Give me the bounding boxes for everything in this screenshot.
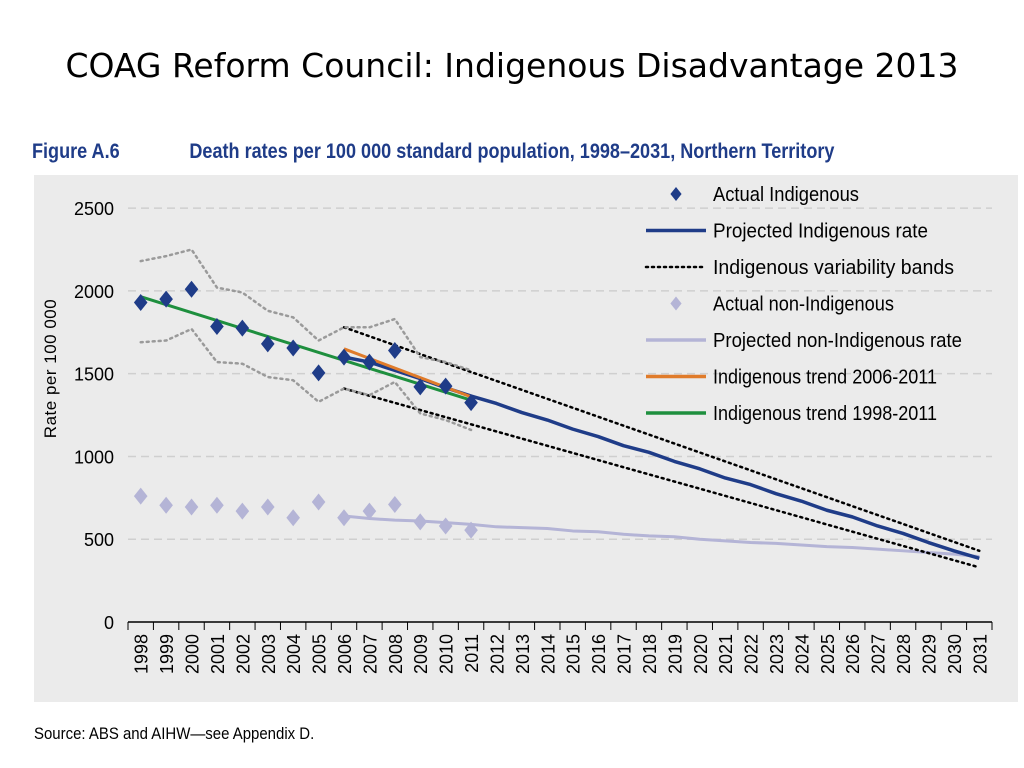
- x-tick-label: 2007: [360, 634, 380, 674]
- actual-non-indigenous-point: [260, 498, 275, 516]
- x-tick-label: 2025: [818, 634, 838, 674]
- y-tick-label: 500: [84, 530, 114, 550]
- legend-label-indigenous-trend-1998-2011: Indigenous trend 1998-2011: [713, 403, 937, 425]
- x-tick-label: 2016: [589, 634, 609, 674]
- x-tick-label: 1999: [157, 634, 177, 674]
- x-tick-label: 2027: [869, 634, 889, 674]
- actual-non-indigenous-point: [159, 496, 173, 514]
- actual-indigenous-point: [413, 378, 428, 396]
- x-tick-label: 2028: [894, 634, 914, 674]
- x-tick-label: 2010: [437, 634, 457, 674]
- y-tick-label: 1500: [74, 365, 114, 385]
- x-tick-label: 2029: [919, 634, 939, 674]
- x-tick-label: 2030: [945, 634, 965, 674]
- actual-indigenous-point: [260, 335, 275, 353]
- actual-non-indigenous-point: [438, 517, 453, 535]
- actual-non-indigenous-point: [286, 509, 300, 527]
- x-tick-label: 2008: [386, 634, 406, 674]
- variability-band-line: [139, 248, 473, 372]
- legend-label-projected-non-indigenous-rate: Projected non-Indigenous rate: [713, 330, 962, 352]
- actual-indigenous-point: [464, 394, 478, 412]
- y-tick-label: 0: [104, 613, 114, 633]
- x-tick-label: 2023: [767, 634, 787, 674]
- x-tick-label: 2006: [335, 634, 355, 674]
- actual-non-indigenous-point: [133, 487, 148, 505]
- x-tick-label: 2012: [487, 634, 507, 674]
- legend-label-indigenous-variability-bands: Indigenous variability bands: [713, 257, 954, 279]
- variability-band-line: [139, 327, 473, 432]
- death-rate-chart: 0 500 1000 1500 2000 2500 Rate per 100 000 1998…: [41, 184, 993, 674]
- legend-label-actual-non-indigenous: Actual non-Indigenous: [713, 294, 894, 316]
- actual-indigenous-point: [438, 377, 453, 395]
- x-tick-label: 2018: [640, 634, 660, 674]
- x-tick-label: 2015: [564, 634, 584, 674]
- x-tick-label: 2002: [233, 634, 253, 674]
- figure-number: Figure A.6: [32, 140, 120, 163]
- x-tick-label: 2022: [742, 634, 762, 674]
- y-tick-label: 2000: [74, 282, 114, 302]
- actual-indigenous-point: [235, 319, 250, 337]
- actual-indigenous-point: [388, 341, 402, 359]
- actual-non-indigenous-point: [311, 493, 326, 511]
- legend-label-projected-indigenous-rate: Projected Indigenous rate: [713, 221, 928, 243]
- indigenous-trend-1998-2011-line: [140, 295, 472, 402]
- x-tick-label: 1998: [132, 634, 152, 674]
- x-tick-label: 2001: [208, 634, 228, 674]
- x-tick-label: 2000: [183, 634, 203, 674]
- x-tick-label: 2020: [691, 634, 711, 674]
- y-tick-label: 1000: [74, 447, 114, 467]
- y-tick-label: 2500: [74, 199, 114, 219]
- actual-indigenous-point: [210, 317, 224, 335]
- x-tick-label: 2011: [462, 634, 482, 673]
- x-tick-label: 2005: [310, 634, 330, 674]
- x-tick-label: 2004: [284, 634, 304, 674]
- y-axis-label: Rate per 100 000: [41, 299, 60, 438]
- actual-non-indigenous-point: [362, 502, 377, 520]
- actual-non-indigenous-point: [464, 521, 478, 539]
- legend-label-actual-indigenous: Actual Indigenous: [713, 184, 859, 206]
- source-note: Source: ABS and AIHW—see Appendix D.: [34, 724, 315, 743]
- figure-caption: Figure A.6 Death rates per 100 000 standa…: [32, 140, 834, 164]
- projected-non-indigenous-rate-line: [343, 514, 980, 559]
- legend-marker-actual-indigenous: [670, 187, 682, 201]
- x-tick-label: 2031: [970, 634, 990, 674]
- variability-band-line: [342, 387, 981, 569]
- slide-title: COAG Reform Council: Indigenous Disadvan…: [65, 46, 959, 85]
- actual-non-indigenous-point: [184, 498, 199, 516]
- x-tick-label: 2014: [538, 634, 558, 674]
- indigenous-variability-bands-line: [342, 326, 981, 553]
- x-tick-label: 2024: [792, 634, 812, 674]
- actual-non-indigenous-point: [210, 496, 224, 514]
- actual-non-indigenous-point: [337, 509, 351, 527]
- x-tick-label: 2019: [665, 634, 685, 674]
- x-tick-label: 2021: [716, 634, 736, 674]
- actual-indigenous-point: [362, 353, 377, 371]
- indigenous-trend-2006-2011-line: [343, 347, 472, 399]
- x-tick-label: 2017: [615, 634, 635, 674]
- x-tick-label: 2026: [843, 634, 863, 674]
- x-tick-label: 2003: [259, 634, 279, 674]
- actual-indigenous-point: [184, 280, 199, 298]
- actual-non-indigenous-point: [388, 495, 402, 513]
- x-tick-label: 2013: [513, 634, 533, 674]
- legend-label-indigenous-trend-2006-2011: Indigenous trend 2006-2011: [713, 367, 937, 389]
- actual-indigenous-point: [133, 293, 148, 311]
- actual-indigenous-point: [311, 364, 326, 382]
- actual-non-indigenous-point: [235, 502, 250, 520]
- legend-marker-actual-non-indigenous: [670, 296, 682, 311]
- figure-title: Death rates per 100 000 standard populat…: [189, 140, 835, 163]
- actual-non-indigenous-point: [413, 513, 428, 531]
- actual-indigenous-point: [337, 348, 351, 366]
- x-tick-label: 2009: [411, 634, 431, 674]
- actual-indigenous-point: [286, 339, 300, 357]
- chart-panel: 0 500 1000 1500 2000 2500 Rate per 100 000 1998…: [34, 175, 1018, 702]
